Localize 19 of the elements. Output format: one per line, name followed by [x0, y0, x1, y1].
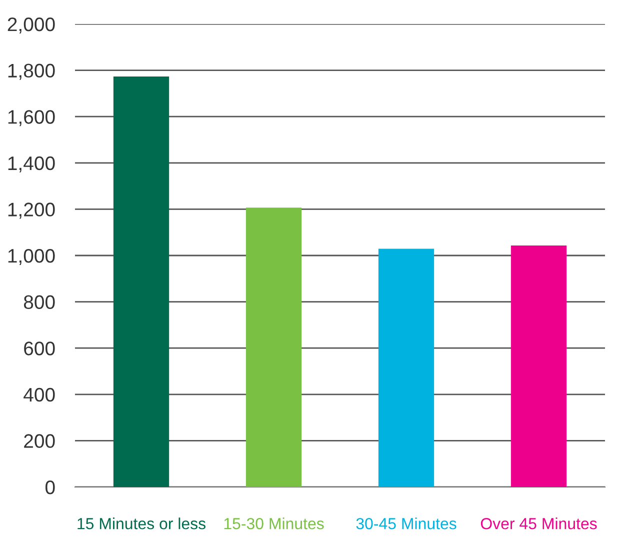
y-tick-label: 1,600 [8, 110, 55, 126]
bar [510, 246, 567, 487]
y-tick-label: 600 [24, 342, 55, 356]
x-tick-label: 15 Minutes or less [78, 518, 206, 530]
y-tick-label: 800 [24, 295, 55, 310]
x-tick-label: Over 45 Minutes [480, 518, 597, 530]
y-tick-label: 0 [46, 480, 55, 494]
y-tick-label: 2,000 [8, 17, 55, 34]
y-tick-label: 1,000 [8, 248, 55, 266]
bar [113, 76, 170, 487]
y-tick-label: 1,800 [8, 64, 55, 80]
y-tick-label: 200 [24, 434, 55, 448]
x-tick-label: 15-30 Minutes [224, 518, 324, 530]
y-tick-label: 1,400 [8, 156, 55, 172]
bar [246, 208, 302, 487]
y-tick-label: 400 [24, 388, 55, 402]
bar [378, 248, 434, 487]
y-tick-label: 1,200 [8, 202, 55, 219]
x-tick-label: 30-45 Minutes [356, 518, 456, 530]
